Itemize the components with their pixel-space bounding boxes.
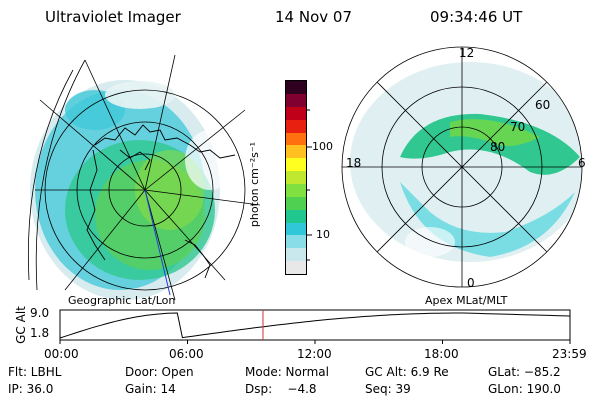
colorbar-swatch [286, 119, 306, 133]
colorbar-swatch [286, 183, 306, 197]
magnetic-polar-plot [341, 46, 583, 288]
time-label: 09:34:46 UT [430, 8, 523, 26]
mag-map-caption: Apex MLat/MLT [425, 294, 508, 307]
colorbar-swatch [286, 196, 306, 210]
info-glat: GLat: −85.2 [488, 365, 561, 379]
colorbar-swatch [286, 261, 306, 274]
colorbar-tick-100: 100 [312, 140, 333, 153]
geo-sun-meridian [144, 189, 171, 296]
info-ip: IP: 36.0 [8, 382, 54, 396]
colorbar-swatch [286, 171, 306, 184]
geo-limb [27, 59, 86, 291]
altitude-curve [59, 312, 571, 339]
intensity-colorbar [285, 80, 307, 275]
info-dsp: Dsp: −4.8 [245, 382, 317, 396]
mlt-label-0: 0 [467, 276, 475, 290]
mlat-label-80: 80 [490, 140, 506, 154]
colorbar-tick-10: 10 [316, 228, 330, 241]
x-tick-1200: 12:00 [297, 347, 332, 361]
mag-mlt-lines [342, 47, 582, 287]
altitude-y-tick-high: 9.0 [30, 306, 50, 320]
info-door: Door: Open [125, 365, 194, 379]
x-tick-1800: 18:00 [424, 347, 459, 361]
colorbar-axis [307, 109, 312, 261]
date-label: 14 Nov 07 [275, 8, 352, 26]
mlat-label-70: 70 [510, 120, 526, 134]
info-gc-alt: GC Alt: 6.9 Re [365, 365, 449, 379]
colorbar-swatch [286, 222, 306, 236]
colorbar-swatch [286, 93, 306, 107]
geographic-map [27, 54, 261, 301]
colorbar-swatch [286, 248, 306, 262]
mlat-label-60: 60 [535, 98, 551, 112]
altitude-plot [59, 309, 571, 344]
colorbar-swatch [286, 209, 306, 223]
colorbar-swatch [286, 106, 306, 120]
x-tick-0000: 00:00 [44, 347, 79, 361]
geo-emission [30, 80, 235, 300]
mlt-label-6: 6 [578, 156, 586, 170]
altitude-x-ticks [59, 340, 571, 344]
info-gain: Gain: 14 [125, 382, 176, 396]
colorbar-swatch [286, 81, 306, 94]
mlt-label-18: 18 [346, 156, 362, 170]
info-glon: GLon: 190.0 [488, 382, 561, 396]
colorbar-unit-label: photon cm⁻²s⁻¹ [248, 141, 262, 228]
colorbar-swatch [286, 132, 306, 146]
colorbar-swatch [286, 235, 306, 249]
x-tick-0600: 06:00 [169, 347, 204, 361]
x-tick-2359: 23:59 [552, 347, 587, 361]
altitude-y-tick-low: 1.8 [30, 326, 50, 340]
app-title: Ultraviolet Imager [45, 8, 181, 26]
mlt-label-12: 12 [459, 46, 475, 60]
geo-coastline [86, 124, 236, 279]
info-mode: Mode: Normal [245, 365, 329, 379]
mag-emission [350, 62, 582, 262]
altitude-plot-frame [59, 309, 571, 341]
info-seq: Seq: 39 [365, 382, 411, 396]
altitude-axis-label: GC Alt [13, 306, 28, 344]
info-filter: Flt: LBHL [8, 365, 62, 379]
geo-map-caption: Geographic Lat/Lon [68, 294, 176, 307]
colorbar-swatch [286, 158, 306, 172]
colorbar-swatch [286, 145, 306, 159]
